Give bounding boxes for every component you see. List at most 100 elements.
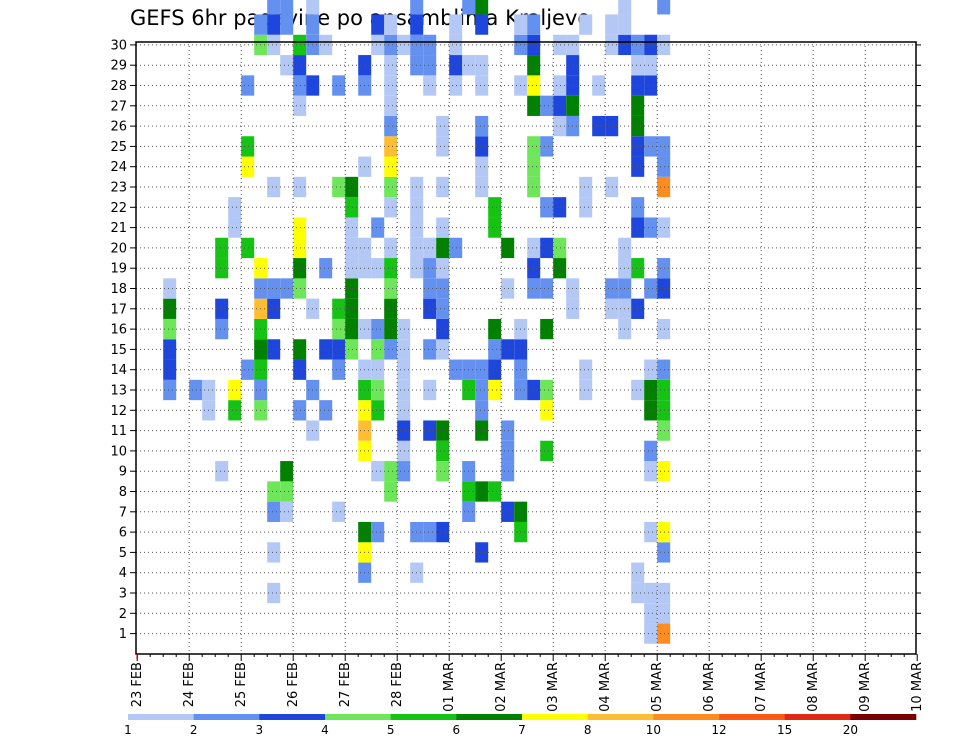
heatmap-cell xyxy=(657,0,671,15)
heatmap-cell xyxy=(540,318,554,340)
heatmap-cell xyxy=(631,34,645,56)
x-tick-label: 24 FEB xyxy=(182,662,197,707)
heatmap-cell xyxy=(397,400,411,421)
y-tick-label: 14 xyxy=(110,363,127,378)
heatmap-cell xyxy=(657,623,671,644)
heatmap-cell xyxy=(631,55,645,76)
heatmap-cell xyxy=(475,115,489,137)
heatmap-cell xyxy=(384,176,398,198)
heatmap-cell xyxy=(345,339,359,360)
y-tick-label: 9 xyxy=(119,465,127,480)
y-tick-label: 6 xyxy=(119,526,127,541)
heatmap-cell xyxy=(527,258,541,279)
y-tick-label: 24 xyxy=(110,160,127,175)
heatmap-cell xyxy=(267,0,281,15)
heatmap-cell xyxy=(592,115,606,137)
heatmap-cell xyxy=(423,278,437,299)
heatmap-cell xyxy=(163,278,177,299)
heatmap-cell xyxy=(657,258,671,279)
heatmap-cell xyxy=(527,95,541,116)
heatmap-cell xyxy=(657,176,671,198)
y-tick-label: 19 xyxy=(110,262,127,277)
heatmap-cell xyxy=(423,75,437,96)
heatmap-cell xyxy=(527,237,541,259)
heatmap-cell xyxy=(293,55,307,76)
heatmap-cell xyxy=(163,359,177,380)
heatmap-cell xyxy=(631,197,645,218)
heatmap-cell xyxy=(553,75,567,96)
heatmap-cell xyxy=(540,440,554,462)
heatmap-cell xyxy=(475,156,489,177)
heatmap-cell xyxy=(644,217,658,238)
heatmap-cell xyxy=(631,95,645,116)
y-tick-label: 1 xyxy=(119,627,127,642)
heatmap-cell xyxy=(644,623,658,644)
heatmap-cell xyxy=(384,197,398,218)
y-tick-label: 13 xyxy=(110,384,127,399)
heatmap-cell xyxy=(267,176,281,198)
heatmap-cell xyxy=(644,521,658,543)
heatmap-cell xyxy=(241,237,255,259)
heatmap-cell xyxy=(371,217,385,238)
y-tick-label: 23 xyxy=(110,181,127,196)
heatmap-cell xyxy=(215,237,229,259)
heatmap-cell xyxy=(280,14,294,35)
heatmap-cell xyxy=(605,115,619,137)
x-tick-label: 27 FEB xyxy=(338,662,353,707)
heatmap-cell xyxy=(449,55,463,76)
heatmap-cell xyxy=(332,359,346,380)
heatmap-cell xyxy=(267,34,281,56)
heatmap-cell xyxy=(423,298,437,319)
heatmap-cell xyxy=(488,197,502,218)
heatmap-cell xyxy=(293,217,307,238)
heatmap-cell xyxy=(657,156,671,177)
heatmap-cell xyxy=(293,75,307,96)
heatmap-cell xyxy=(163,339,177,360)
heatmap-cell xyxy=(605,34,619,56)
heatmap-cell xyxy=(657,278,671,299)
heatmap-cell xyxy=(371,258,385,279)
heatmap-cell xyxy=(384,136,398,157)
heatmap-cell xyxy=(241,156,255,177)
heatmap-cell xyxy=(436,237,450,259)
y-tick-label: 10 xyxy=(110,444,127,459)
heatmap-cell xyxy=(345,217,359,238)
x-tick-label: 02 MAR xyxy=(494,662,509,712)
heatmap-cell xyxy=(540,400,554,421)
heatmap-cell xyxy=(371,34,385,56)
heatmap-cell xyxy=(345,298,359,319)
heatmap-cell xyxy=(306,0,320,15)
heatmap-cell xyxy=(488,379,502,401)
heatmap-cell xyxy=(527,14,541,35)
heatmap-cell xyxy=(293,34,307,56)
heatmap-cell xyxy=(436,278,450,299)
heatmap-cell xyxy=(215,258,229,279)
heatmap-cell xyxy=(384,339,398,360)
y-tick-label: 20 xyxy=(110,241,127,256)
heatmap-cell xyxy=(410,0,424,15)
x-tick-label: 08 MAR xyxy=(806,662,821,712)
heatmap-cell xyxy=(215,318,229,340)
y-tick-label: 25 xyxy=(110,140,127,155)
heatmap-cell xyxy=(228,400,242,421)
heatmap-cell xyxy=(436,420,450,441)
heatmap-cell xyxy=(293,359,307,380)
heatmap-cell xyxy=(475,0,489,15)
heatmap-cell xyxy=(527,176,541,198)
heatmap-cell xyxy=(579,359,593,380)
heatmap-cell xyxy=(644,75,658,96)
colorbar-segment xyxy=(128,714,194,720)
heatmap-cell xyxy=(332,75,346,96)
heatmap-cell xyxy=(553,197,567,218)
heatmap-cell xyxy=(501,278,515,299)
heatmap-cell xyxy=(631,115,645,137)
heatmap-cell xyxy=(436,461,450,482)
heatmap-cell xyxy=(657,461,671,482)
heatmap-cell xyxy=(293,400,307,421)
heatmap-cell xyxy=(657,603,671,624)
heatmap-cell xyxy=(163,379,177,401)
chart-title: GEFS 6hr padavine po ansamblima Kraljevo xyxy=(130,6,591,30)
heatmap-cell xyxy=(553,95,567,116)
heatmap-cell xyxy=(475,481,489,502)
heatmap-cell xyxy=(657,136,671,157)
